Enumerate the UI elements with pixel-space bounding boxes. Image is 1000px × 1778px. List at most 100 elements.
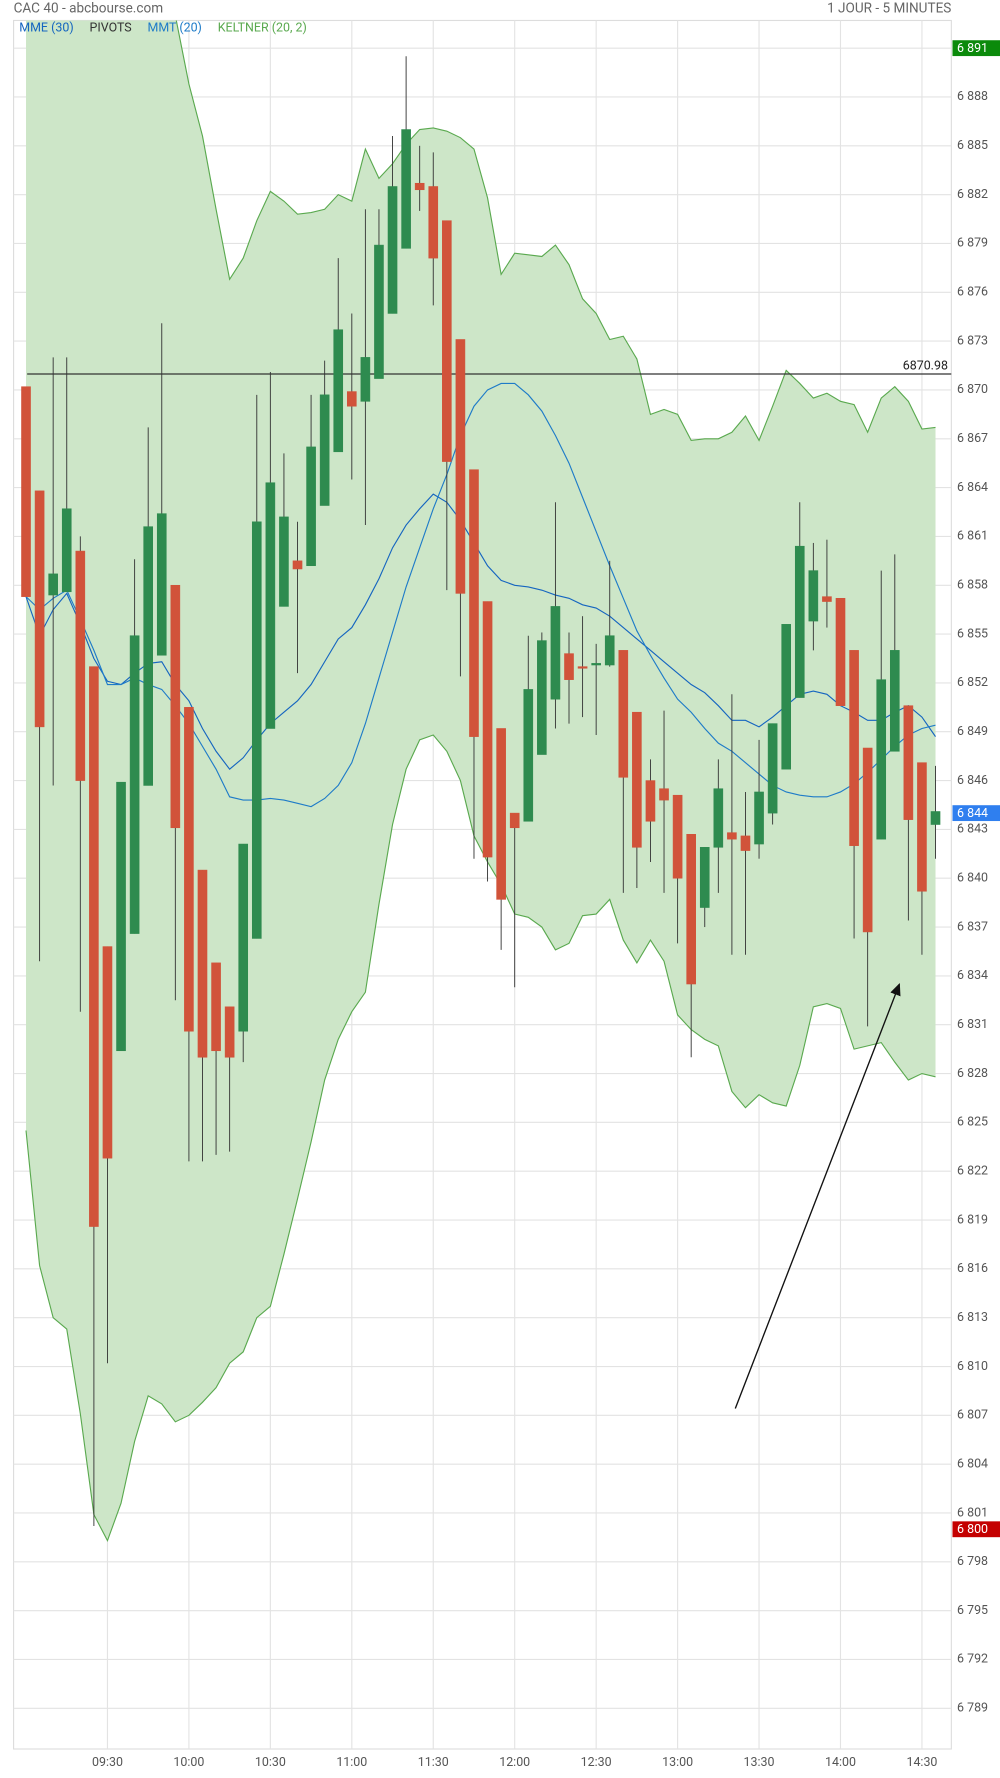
y-tick-label: 6 795 xyxy=(957,1603,988,1618)
candle-body xyxy=(238,843,249,1032)
candle-body xyxy=(102,946,113,1159)
y-tick-label: 6 870 xyxy=(957,382,988,397)
y-tick-label: 6 789 xyxy=(957,1701,988,1716)
candle-body xyxy=(740,835,751,851)
candle-body xyxy=(917,762,927,892)
candle-body xyxy=(401,129,411,249)
y-tick-label: 6 879 xyxy=(957,236,988,251)
y-tick-label: 6 876 xyxy=(957,285,988,300)
candle-body xyxy=(849,650,859,846)
y-tick-label: 6 837 xyxy=(957,919,988,934)
y-tick-label: 6 846 xyxy=(957,773,988,788)
keltner-upper xyxy=(175,20,936,442)
candle-body xyxy=(156,513,167,656)
candle-body xyxy=(292,560,303,570)
y-tick-label: 6 843 xyxy=(957,822,988,837)
candle-body xyxy=(727,832,737,840)
y-tick-label: 6 834 xyxy=(957,968,988,983)
keltner-lower xyxy=(25,734,936,1543)
candle-body xyxy=(143,526,153,786)
x-tick-label: 10:30 xyxy=(255,1755,286,1770)
candle-body xyxy=(306,446,316,567)
x-tick-label: 11:30 xyxy=(418,1755,449,1770)
y-tick-label: 6 819 xyxy=(957,1212,988,1227)
x-tick-label: 13:30 xyxy=(744,1755,775,1770)
y-tick-label: 6 840 xyxy=(957,871,988,886)
candle-body xyxy=(794,545,805,698)
price-tag xyxy=(952,805,1000,822)
candle-body xyxy=(889,650,900,752)
candle-body xyxy=(333,329,344,453)
candle-body xyxy=(808,570,819,622)
y-tick-label: 6 867 xyxy=(957,431,988,446)
candle-body xyxy=(75,550,86,781)
x-tick-label: 11:00 xyxy=(336,1755,367,1770)
annotation-arrow xyxy=(734,983,901,1409)
candle-body xyxy=(876,679,887,840)
candle-body xyxy=(48,573,58,596)
candle-body xyxy=(197,869,208,1058)
price-tag-label: 6 844 xyxy=(957,806,988,821)
candle-body xyxy=(564,653,574,680)
y-tick-label: 6 816 xyxy=(957,1261,988,1276)
price-tag-label: 6 891 xyxy=(957,41,988,56)
candle-body xyxy=(713,788,724,848)
candle-body xyxy=(347,391,357,407)
y-tick-label: 6 804 xyxy=(957,1456,988,1471)
candle-body xyxy=(21,386,31,597)
candle-body xyxy=(822,596,832,602)
candle-body xyxy=(265,482,276,729)
x-tick-label: 14:00 xyxy=(825,1755,856,1770)
candle-body xyxy=(645,780,656,822)
y-tick-label: 6 801 xyxy=(957,1505,988,1520)
price-tag-label: 6 800 xyxy=(957,1522,988,1537)
y-tick-label: 6 822 xyxy=(957,1163,988,1178)
y-tick-label: 6 852 xyxy=(957,675,988,690)
candle-body xyxy=(604,635,615,666)
candle-body xyxy=(455,339,466,594)
x-tick-label: 12:30 xyxy=(581,1755,612,1770)
candle-body xyxy=(903,705,914,820)
pivot-label: 6870.98 xyxy=(903,358,948,373)
candle-body xyxy=(319,394,330,506)
candle-body xyxy=(374,244,384,379)
y-tick-label: 6 828 xyxy=(957,1066,988,1081)
candle-body xyxy=(577,666,588,669)
candle-body xyxy=(89,666,99,1227)
candle-body xyxy=(672,794,683,879)
y-tick-label: 6 885 xyxy=(957,138,988,153)
legend-entry: KELTNER (20, 2) xyxy=(218,21,307,36)
x-tick-label: 13:00 xyxy=(662,1755,693,1770)
candle-body xyxy=(509,812,520,829)
candle-body xyxy=(482,601,493,858)
y-tick-label: 6 813 xyxy=(957,1310,988,1325)
candle-body xyxy=(360,357,371,402)
candle-body xyxy=(537,640,547,755)
price-tag xyxy=(952,1521,1000,1538)
y-tick-label: 6 807 xyxy=(957,1408,988,1423)
candle-body xyxy=(414,182,425,191)
legend-entry: PIVOTS xyxy=(90,21,132,36)
y-tick-label: 6 849 xyxy=(957,724,988,739)
candle-body xyxy=(170,584,181,829)
candle-body xyxy=(442,220,452,462)
keltner-band-fill xyxy=(26,20,936,1541)
legend-entry: MME (30) xyxy=(19,21,73,36)
y-tick-label: 6 792 xyxy=(957,1652,988,1667)
candle-body xyxy=(767,723,778,814)
y-tick-label: 6 810 xyxy=(957,1359,988,1374)
x-tick-label: 10:00 xyxy=(173,1755,204,1770)
candle-body xyxy=(184,707,194,1032)
candle-body xyxy=(618,650,629,778)
y-tick-label: 6 858 xyxy=(957,578,988,593)
x-tick-label: 09:30 xyxy=(92,1755,123,1770)
candle-body xyxy=(550,606,561,700)
y-tick-label: 6 882 xyxy=(957,187,988,202)
candle-body xyxy=(686,833,696,985)
candle-body xyxy=(116,781,126,1052)
legend-entry: MMT (20) xyxy=(148,21,202,36)
y-tick-label: 6 873 xyxy=(957,333,988,348)
y-tick-label: 6 864 xyxy=(957,480,988,495)
